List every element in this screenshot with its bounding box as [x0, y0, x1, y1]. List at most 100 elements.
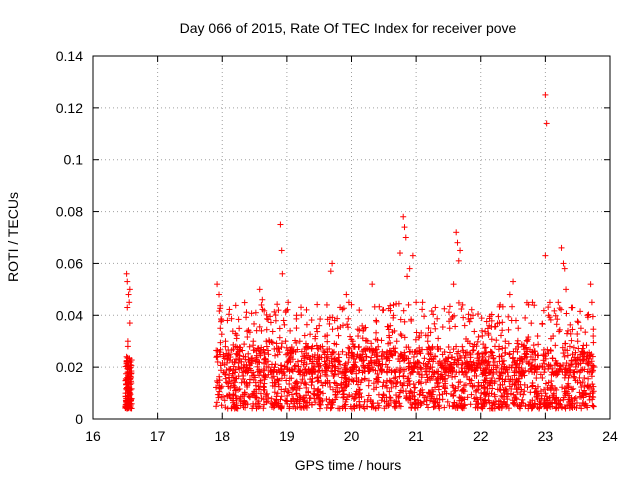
- data-point: [340, 305, 347, 312]
- chart-title: Day 066 of 2015, Rate Of TEC Index for r…: [180, 20, 517, 36]
- data-point: [253, 327, 260, 334]
- data-point: [376, 303, 383, 310]
- data-point: [563, 286, 570, 293]
- data-point: [296, 338, 303, 345]
- data-point: [402, 234, 409, 241]
- data-point: [548, 378, 555, 385]
- data-point: [572, 394, 579, 401]
- data-point: [542, 91, 549, 98]
- data-point: [369, 281, 376, 288]
- data-point: [579, 345, 586, 352]
- data-point: [214, 358, 221, 365]
- data-point: [589, 362, 596, 369]
- data-point: [281, 372, 288, 379]
- data-point: [400, 372, 407, 379]
- data-point: [257, 369, 264, 376]
- data-point: [419, 299, 426, 306]
- data-point: [467, 354, 474, 361]
- data-point: [571, 374, 578, 381]
- data-point: [381, 398, 388, 405]
- data-point: [577, 325, 584, 332]
- data-point: [452, 323, 459, 330]
- data-point: [552, 342, 559, 349]
- data-point: [388, 351, 395, 358]
- data-point: [404, 382, 411, 389]
- data-point: [391, 348, 398, 355]
- data-point: [374, 370, 381, 377]
- data-point: [293, 325, 300, 332]
- data-point: [590, 403, 597, 410]
- data-point: [244, 334, 251, 341]
- data-point: [523, 337, 530, 344]
- data-point: [415, 379, 422, 386]
- data-point: [566, 398, 573, 405]
- data-point: [323, 301, 330, 308]
- data-point: [409, 252, 416, 259]
- data-point: [544, 384, 551, 391]
- data-point: [441, 305, 448, 312]
- x-tick-label: 20: [344, 428, 360, 444]
- data-point: [345, 315, 352, 322]
- data-point: [478, 390, 485, 397]
- data-point: [385, 326, 392, 333]
- data-point: [235, 316, 242, 323]
- y-tick-label: 0.1: [64, 152, 84, 168]
- data-point: [453, 229, 460, 236]
- data-point: [298, 379, 305, 386]
- data-point: [432, 304, 439, 311]
- data-point: [566, 343, 573, 350]
- data-point: [410, 380, 417, 387]
- data-point: [499, 319, 506, 326]
- data-point: [213, 354, 220, 361]
- data-point: [561, 353, 568, 360]
- data-point: [481, 384, 488, 391]
- data-point: [365, 392, 372, 399]
- data-point: [218, 402, 225, 409]
- data-point: [126, 286, 133, 293]
- data-point: [539, 374, 546, 381]
- data-point: [400, 213, 407, 220]
- data-point: [554, 316, 561, 323]
- data-point: [243, 314, 250, 321]
- data-point: [379, 307, 386, 314]
- data-point: [578, 384, 585, 391]
- data-point: [386, 388, 393, 395]
- data-point: [545, 350, 552, 357]
- data-point: [432, 325, 439, 332]
- data-point: [436, 402, 443, 409]
- data-point: [276, 334, 283, 341]
- data-point: [345, 344, 352, 351]
- data-point: [311, 391, 318, 398]
- data-point: [387, 397, 394, 404]
- y-tick-labels: 0 0.02 0.04 0.06 0.08 0.1 0.12 0.14: [56, 48, 83, 427]
- data-point: [491, 359, 498, 366]
- data-point: [405, 375, 412, 382]
- data-point: [485, 353, 492, 360]
- data-point: [283, 351, 290, 358]
- data-point: [496, 372, 503, 379]
- data-point: [378, 337, 385, 344]
- data-point: [246, 343, 253, 350]
- data-point: [556, 328, 563, 335]
- data-point: [356, 327, 363, 334]
- data-point: [307, 395, 314, 402]
- data-point: [261, 401, 268, 408]
- data-point: [466, 318, 473, 325]
- data-point: [218, 331, 225, 338]
- data-point: [462, 369, 469, 376]
- data-point: [587, 281, 594, 288]
- data-point: [392, 383, 399, 390]
- data-point: [253, 394, 260, 401]
- data-point: [534, 333, 541, 340]
- data-point: [478, 315, 485, 322]
- data-point: [439, 324, 446, 331]
- data-point: [126, 404, 133, 411]
- data-point: [590, 326, 597, 333]
- data-point: [124, 343, 131, 350]
- data-point: [213, 399, 220, 406]
- data-point: [215, 394, 222, 401]
- data-point: [346, 391, 353, 398]
- data-point: [555, 299, 562, 306]
- data-point: [408, 317, 415, 324]
- data-point: [444, 398, 451, 405]
